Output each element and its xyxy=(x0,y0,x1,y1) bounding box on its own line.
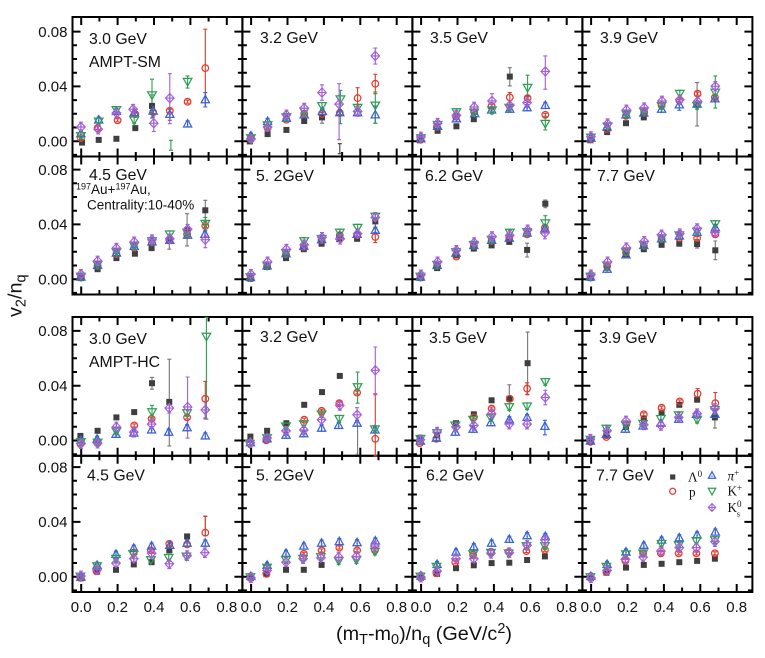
svg-text:0.2: 0.2 xyxy=(617,599,638,616)
svg-text:3.9 GeV: 3.9 GeV xyxy=(599,330,657,347)
svg-text:3.0 GeV: 3.0 GeV xyxy=(89,331,147,348)
svg-text:K0s: K0 s xyxy=(728,499,743,519)
svg-text:4.5 GeV: 4.5 GeV xyxy=(89,167,147,184)
svg-text:3.2 GeV: 3.2 GeV xyxy=(260,30,318,47)
svg-text:AMPT-SM: AMPT-SM xyxy=(89,54,161,71)
svg-text:0.04: 0.04 xyxy=(38,79,67,96)
svg-text:0.00: 0.00 xyxy=(38,133,67,150)
svg-text:3.0 GeV: 3.0 GeV xyxy=(89,31,147,48)
svg-text:6.2 GeV: 6.2 GeV xyxy=(425,168,483,185)
svg-text:0.8: 0.8 xyxy=(386,599,407,616)
svg-text:4.5 GeV: 4.5 GeV xyxy=(87,468,145,485)
svg-text:0.6: 0.6 xyxy=(350,599,371,616)
svg-text:0.04: 0.04 xyxy=(38,217,67,234)
svg-text:7.7 GeV: 7.7 GeV xyxy=(597,168,655,185)
svg-text:3.5 GeV: 3.5 GeV xyxy=(430,30,488,47)
svg-text:0.08: 0.08 xyxy=(38,24,67,41)
svg-text:5. 2GeV: 5. 2GeV xyxy=(256,468,314,485)
svg-text:0.0: 0.0 xyxy=(241,599,262,616)
svg-text:3.5 GeV: 3.5 GeV xyxy=(429,330,487,347)
svg-text:0.04: 0.04 xyxy=(38,514,67,531)
svg-text:5. 2GeV: 5. 2GeV xyxy=(256,168,314,185)
svg-text:Centrality:10-40%: Centrality:10-40% xyxy=(87,198,194,213)
svg-text:0.8: 0.8 xyxy=(216,599,237,616)
svg-text:0.0: 0.0 xyxy=(71,599,92,616)
svg-text:0.2: 0.2 xyxy=(107,599,128,616)
svg-text:p: p xyxy=(689,485,696,500)
svg-text:6.2 GeV: 6.2 GeV xyxy=(426,468,484,485)
svg-text:0.0: 0.0 xyxy=(581,599,602,616)
svg-text:0.6: 0.6 xyxy=(180,599,201,616)
svg-text:0.00: 0.00 xyxy=(38,433,67,450)
svg-text:0.2: 0.2 xyxy=(277,599,298,616)
svg-text:0.2: 0.2 xyxy=(447,599,468,616)
svg-text:3.9 GeV: 3.9 GeV xyxy=(600,30,658,47)
svg-text:3.2 GeV: 3.2 GeV xyxy=(260,329,318,346)
svg-text:0.0: 0.0 xyxy=(411,599,432,616)
svg-text:0.08: 0.08 xyxy=(38,162,67,179)
svg-text:AMPT-HC: AMPT-HC xyxy=(89,354,160,371)
svg-text:0.00: 0.00 xyxy=(38,569,67,586)
svg-text:0.4: 0.4 xyxy=(144,599,165,616)
svg-text:0.8: 0.8 xyxy=(726,599,747,616)
svg-text:0.6: 0.6 xyxy=(520,599,541,616)
svg-text:0.00: 0.00 xyxy=(38,271,67,288)
svg-text:197Au+197Au,: 197Au+197Au, xyxy=(76,182,151,198)
svg-text:0.4: 0.4 xyxy=(313,599,334,616)
svg-text:0.4: 0.4 xyxy=(483,599,504,616)
svg-text:0.4: 0.4 xyxy=(653,599,674,616)
svg-text:0.04: 0.04 xyxy=(38,378,67,395)
svg-text:0.6: 0.6 xyxy=(690,599,711,616)
svg-text:π+: π+ xyxy=(728,468,740,484)
svg-text:0.08: 0.08 xyxy=(38,459,67,476)
svg-text:7.7 GeV: 7.7 GeV xyxy=(596,468,654,485)
svg-text:0.8: 0.8 xyxy=(556,599,577,616)
svg-text:0.08: 0.08 xyxy=(38,323,67,340)
